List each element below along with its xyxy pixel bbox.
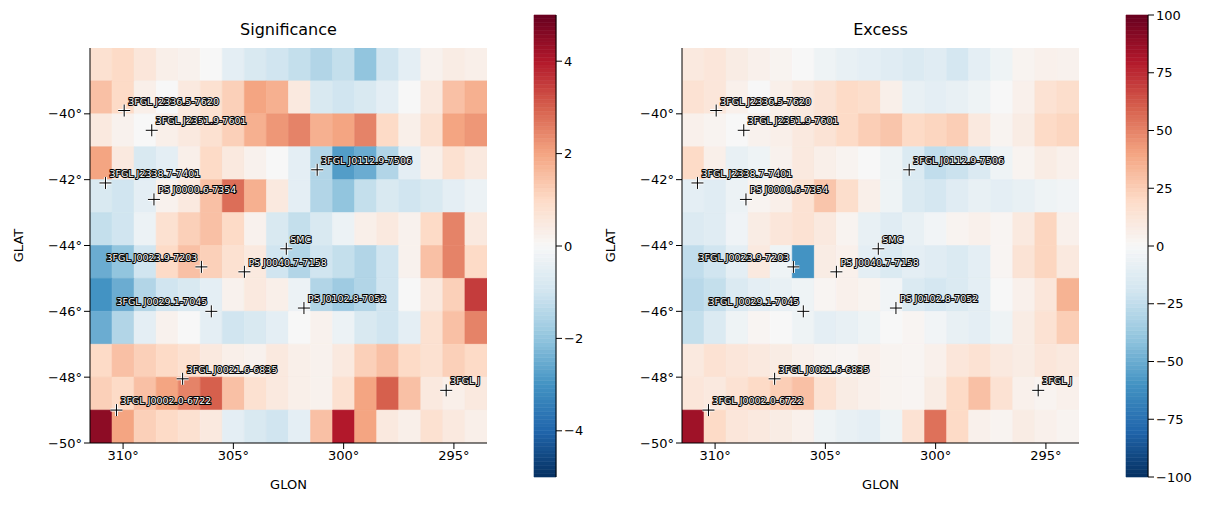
svg-text:−44°: −44° bbox=[48, 238, 82, 253]
svg-text:300°: 300° bbox=[920, 448, 951, 463]
svg-text:3FGL J2336.5-7620: 3FGL J2336.5-7620 bbox=[720, 96, 811, 107]
svg-text:75: 75 bbox=[1156, 65, 1173, 80]
svg-text:−40°: −40° bbox=[640, 106, 674, 121]
svg-text:−42°: −42° bbox=[48, 172, 82, 187]
svg-text:4: 4 bbox=[564, 54, 572, 69]
svg-text:−46°: −46° bbox=[48, 304, 82, 319]
svg-text:295°: 295° bbox=[1030, 448, 1061, 463]
svg-text:310°: 310° bbox=[699, 448, 730, 463]
svg-text:PS J0102.8-7052: PS J0102.8-7052 bbox=[900, 293, 978, 304]
svg-text:3FGL J0112.9-7506: 3FGL J0112.9-7506 bbox=[321, 155, 412, 166]
svg-text:3FGL J: 3FGL J bbox=[450, 375, 480, 386]
svg-text:GLON: GLON bbox=[270, 477, 307, 492]
svg-text:SMC: SMC bbox=[882, 234, 903, 245]
svg-text:100: 100 bbox=[1156, 8, 1181, 23]
svg-text:2: 2 bbox=[564, 146, 572, 161]
svg-text:GLAT: GLAT bbox=[11, 229, 26, 262]
svg-text:PS J0040.7-7158: PS J0040.7-7158 bbox=[248, 257, 326, 268]
svg-text:PS J0040.7-7158: PS J0040.7-7158 bbox=[840, 257, 918, 268]
svg-text:PS J0000.6-7354: PS J0000.6-7354 bbox=[750, 184, 828, 195]
svg-text:3FGL J0023.9-7203: 3FGL J0023.9-7203 bbox=[699, 252, 790, 263]
svg-text:PS J0102.8-7052: PS J0102.8-7052 bbox=[308, 293, 386, 304]
svg-text:3FGL J0023.9-7203: 3FGL J0023.9-7203 bbox=[107, 252, 198, 263]
svg-text:3FGL J2351.9-7601: 3FGL J2351.9-7601 bbox=[156, 115, 247, 126]
svg-text:305°: 305° bbox=[218, 448, 249, 463]
svg-text:−42°: −42° bbox=[640, 172, 674, 187]
svg-text:−25: −25 bbox=[1156, 296, 1183, 311]
svg-text:SMC: SMC bbox=[290, 234, 311, 245]
svg-text:50: 50 bbox=[1156, 123, 1173, 138]
svg-text:−48°: −48° bbox=[48, 370, 82, 385]
svg-text:3FGL J0002.0-6722: 3FGL J0002.0-6722 bbox=[120, 395, 211, 406]
svg-text:−100: −100 bbox=[1156, 470, 1192, 485]
svg-text:−48°: −48° bbox=[640, 370, 674, 385]
svg-text:−50: −50 bbox=[1156, 354, 1183, 369]
svg-text:3FGL J: 3FGL J bbox=[1042, 375, 1072, 386]
svg-text:295°: 295° bbox=[438, 448, 469, 463]
svg-text:PS J0000.6-7354: PS J0000.6-7354 bbox=[158, 184, 236, 195]
svg-text:−46°: −46° bbox=[640, 304, 674, 319]
svg-text:3FGL J0021.6-6835: 3FGL J0021.6-6835 bbox=[779, 364, 870, 375]
svg-text:25: 25 bbox=[1156, 181, 1173, 196]
svg-text:3FGL J0112.9-7506: 3FGL J0112.9-7506 bbox=[913, 155, 1004, 166]
svg-text:305°: 305° bbox=[810, 448, 841, 463]
svg-text:−4: −4 bbox=[564, 423, 583, 438]
svg-text:−44°: −44° bbox=[640, 238, 674, 253]
svg-text:3FGL J0029.1-7045: 3FGL J0029.1-7045 bbox=[116, 296, 207, 307]
svg-text:−2: −2 bbox=[564, 331, 583, 346]
svg-text:3FGL J2338.7-7401: 3FGL J2338.7-7401 bbox=[109, 168, 200, 179]
svg-text:3FGL J2336.5-7620: 3FGL J2336.5-7620 bbox=[128, 96, 219, 107]
svg-text:0: 0 bbox=[564, 239, 572, 254]
svg-text:GLON: GLON bbox=[862, 477, 899, 492]
svg-text:3FGL J0002.0-6722: 3FGL J0002.0-6722 bbox=[712, 395, 803, 406]
svg-text:3FGL J0021.6-6835: 3FGL J0021.6-6835 bbox=[187, 364, 278, 375]
svg-text:GLAT: GLAT bbox=[603, 229, 618, 262]
svg-text:0: 0 bbox=[1156, 239, 1164, 254]
svg-text:3FGL J2351.9-7601: 3FGL J2351.9-7601 bbox=[748, 115, 839, 126]
svg-text:−40°: −40° bbox=[48, 106, 82, 121]
svg-text:300°: 300° bbox=[328, 448, 359, 463]
svg-text:3FGL J2338.7-7401: 3FGL J2338.7-7401 bbox=[701, 168, 792, 179]
html-text:Excess: Excess bbox=[853, 20, 908, 39]
svg-text:−50°: −50° bbox=[48, 436, 82, 451]
svg-text:310°: 310° bbox=[107, 448, 138, 463]
svg-text:−75: −75 bbox=[1156, 412, 1183, 427]
html-text:Significance: Significance bbox=[240, 20, 337, 39]
svg-text:−50°: −50° bbox=[640, 436, 674, 451]
svg-text:3FGL J0029.1-7045: 3FGL J0029.1-7045 bbox=[708, 296, 799, 307]
